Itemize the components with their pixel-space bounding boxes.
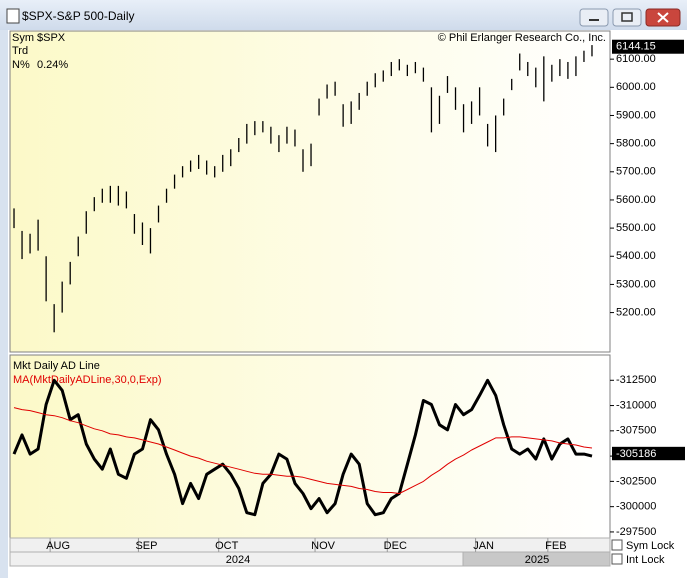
y-tick-label: 5700.00 [616,166,656,178]
y-tick-label: 6000.00 [616,81,656,93]
x-tick-label: DEC [384,540,407,552]
info-label: N% [12,59,30,71]
y-tick-label: 5400.00 [616,250,656,262]
copyright: © Phil Erlanger Research Co., Inc. [438,32,606,44]
icon [657,12,669,23]
y-tick-label: 5200.00 [616,306,656,318]
y-tick-label: 5600.00 [616,194,656,206]
info-label: Trd [12,45,28,57]
month-band [9,537,611,553]
legend-entry: MA(MktDailyADLine,30,0,Exp) [13,374,162,386]
y-tick-label: 5900.00 [616,109,656,121]
series-line [13,407,593,494]
y-tick-label: -307500 [616,425,656,437]
info-box: Sym $SPX Trd N% 0.24% [12,32,68,71]
minimize-button[interactable] [579,8,609,27]
x-tick-label: AUG [46,540,70,552]
info-value: 0.24% [37,59,68,71]
checkbox[interactable] [611,553,623,565]
year-highlight [462,551,611,567]
last-value-label: 6144.15 [616,41,656,53]
checkbox-label[interactable]: Sym Lock [626,540,675,552]
last-value-box [612,447,685,461]
info-label: Sym [12,32,34,44]
y-tick-label: -300000 [616,501,656,513]
checkbox[interactable] [611,539,623,551]
title-bar [0,0,687,30]
x-tick-label: FEB [545,540,566,552]
year-label: 2024 [226,554,250,566]
legend-entry: Mkt Daily AD Line [13,360,100,372]
last-value-group: -305323.9937-305186 [612,447,685,461]
maximize-button[interactable] [612,8,642,27]
year-label: 2025 [525,554,549,566]
x-tick-label: NOV [311,540,336,552]
window-title: $SPX-S&P 500-Daily [22,9,135,23]
y-tick-label: 5800.00 [616,138,656,150]
app-icon [6,8,20,24]
checkbox-label[interactable]: Int Lock [626,554,665,566]
y-tick-label: -297500 [616,526,656,538]
x-tick-label: JAN [473,540,494,552]
x-tick-label: OCT [215,540,239,552]
icon [621,12,633,22]
y-tick-label: -302500 [616,475,656,487]
x-tick-label: SEP [135,540,157,552]
y-tick-label: -312500 [616,374,656,386]
y-tick-label: 5300.00 [616,278,656,290]
price-panel [9,30,611,353]
y-tick-label: -310000 [616,399,656,411]
last-value-label: -305186 [616,448,656,460]
last-value-box [612,39,684,54]
y-tick-label: 6100.00 [616,53,656,65]
series-line [12,378,593,517]
window-buttons[interactable] [579,8,681,27]
y-tick-label: 5500.00 [616,222,656,234]
info-value: $SPX [37,32,66,44]
